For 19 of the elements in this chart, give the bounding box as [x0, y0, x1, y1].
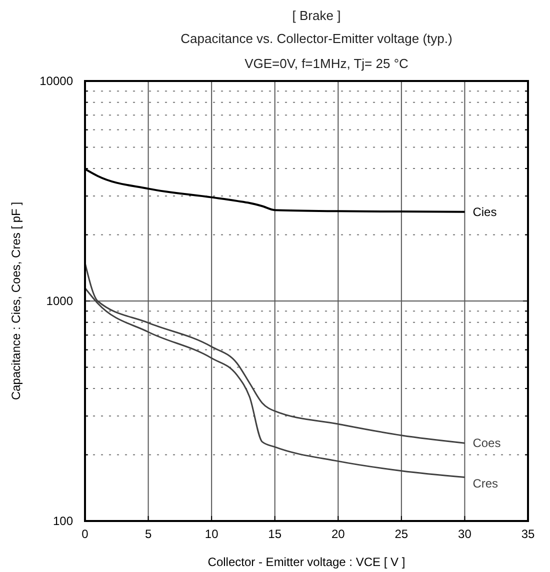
x-tick-label: 5: [144, 527, 152, 541]
text: VGE=0V, f=1MHz, Tj= 25 °C: [244, 56, 408, 71]
series-label: Cres: [472, 476, 498, 490]
x-axis-title: Collector - Emitter voltage : VCE [ V ]: [208, 555, 406, 569]
chart-title: [ Brake ]: [292, 8, 341, 23]
y-tick-label: 1000: [46, 294, 74, 308]
x-tick-label: 0: [82, 527, 89, 541]
x-tick-label: 35: [521, 527, 535, 541]
x-tick-label: 20: [331, 527, 346, 541]
series-label: Coes: [472, 436, 501, 450]
y-tick-label: 10000: [40, 74, 74, 88]
x-tick-label: 25: [394, 527, 408, 541]
y-tick-label: 100: [52, 514, 74, 528]
series-label: Cies: [472, 204, 497, 219]
x-tick-label: 30: [458, 527, 472, 541]
x-tick-label: 15: [268, 527, 282, 541]
y-axis-title: Capacitance : Cies, Coes, Cres [ pF ]: [9, 202, 23, 400]
chart-subtitle: Capacitance vs. Collector-Emitter voltage (typ.): [180, 31, 452, 46]
x-tick-label: 10: [204, 527, 219, 541]
